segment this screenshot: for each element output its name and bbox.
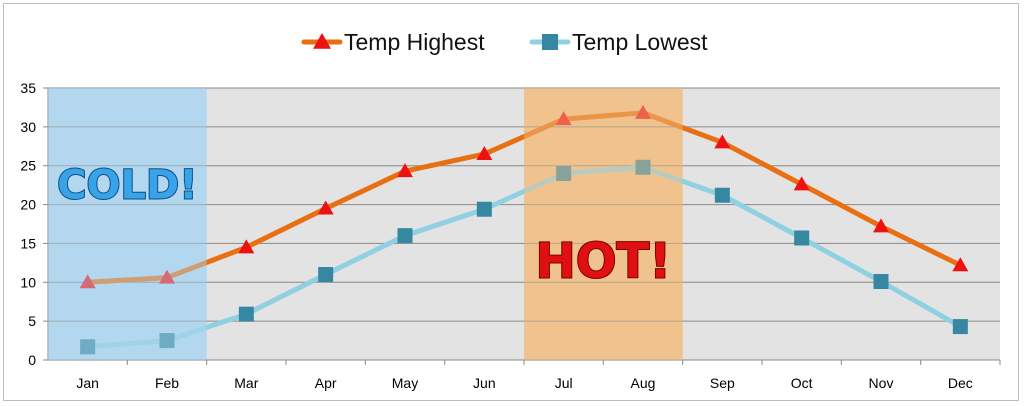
x-tick-label: Aug <box>631 375 656 391</box>
y-tick-label: 25 <box>20 158 36 174</box>
legend-marker-temp-lowest <box>542 34 558 50</box>
x-tick-label: Jul <box>555 375 573 391</box>
y-tick-label: 15 <box>20 235 36 251</box>
band-overlay <box>524 88 683 360</box>
data-point-temp-highest <box>952 257 969 272</box>
series-line-temp-highest <box>85 110 963 285</box>
data-point-temp-highest <box>397 163 413 178</box>
data-point-temp-lowest <box>873 274 889 290</box>
y-tick-label: 35 <box>20 80 36 96</box>
x-tick-label: Jan <box>76 375 99 391</box>
x-tick-label: Nov <box>869 375 894 391</box>
x-tick-label: Mar <box>234 375 258 391</box>
data-point-temp-highest <box>555 111 572 126</box>
data-point-temp-lowest <box>952 319 968 335</box>
data-point-temp-lowest <box>397 228 413 244</box>
x-axis: Jan Feb Mar Apr May Jun Jul Aug Sep Oct Nov Dec <box>48 359 1001 391</box>
data-point-temp-lowest <box>476 201 492 217</box>
data-point-temp-lowest <box>794 230 810 246</box>
x-tick-label: May <box>392 375 418 391</box>
series-layer <box>79 104 969 355</box>
x-tick-label: Jun <box>473 375 496 391</box>
highlight-band-hot <box>524 88 683 360</box>
data-point-temp-highest <box>635 104 651 119</box>
data-point-temp-lowest <box>635 159 651 175</box>
x-tick-label: Sep <box>710 375 735 391</box>
legend: Temp Highest Temp Lowest <box>301 29 708 55</box>
y-tick-label: 5 <box>28 313 36 329</box>
y-axis: 0 5 10 15 20 25 30 35 <box>20 80 49 368</box>
data-point-temp-highest <box>238 239 255 254</box>
annotations-layer: COLD! HOT! <box>48 88 683 360</box>
highlight-bands <box>48 88 1000 360</box>
data-point-temp-lowest <box>159 333 175 349</box>
y-tick-label: 10 <box>20 274 36 290</box>
x-tick-label: Apr <box>315 375 337 391</box>
x-tick-label: Oct <box>791 375 813 391</box>
x-tick-label: Feb <box>155 375 179 391</box>
highlight-band-cold <box>48 88 207 360</box>
data-point-temp-highest <box>159 269 175 284</box>
x-tick-label: Dec <box>948 375 973 391</box>
data-point-temp-highest <box>317 200 334 215</box>
legend-marker-temp-highest <box>313 33 331 49</box>
data-point-temp-lowest <box>318 267 334 283</box>
y-tick-label: 30 <box>20 119 36 135</box>
data-point-temp-highest <box>793 176 810 191</box>
data-point-temp-lowest <box>238 306 254 322</box>
annotation-cold: COLD! <box>57 162 197 208</box>
data-point-temp-highest <box>714 134 731 149</box>
band-overlay <box>48 88 207 360</box>
data-point-temp-lowest <box>80 339 96 355</box>
legend-label-temp-highest: Temp Highest <box>344 29 485 55</box>
data-point-temp-highest <box>79 274 96 289</box>
series-line-temp-lowest <box>85 164 963 350</box>
data-point-temp-highest <box>476 146 493 161</box>
y-tick-label: 20 <box>20 197 36 213</box>
data-point-temp-lowest <box>556 165 572 181</box>
data-point-temp-lowest <box>714 187 730 203</box>
annotation-hot: HOT! <box>536 234 672 290</box>
y-tick-label: 0 <box>28 352 36 368</box>
data-point-temp-highest <box>873 218 889 233</box>
legend-label-temp-lowest: Temp Lowest <box>572 29 708 55</box>
